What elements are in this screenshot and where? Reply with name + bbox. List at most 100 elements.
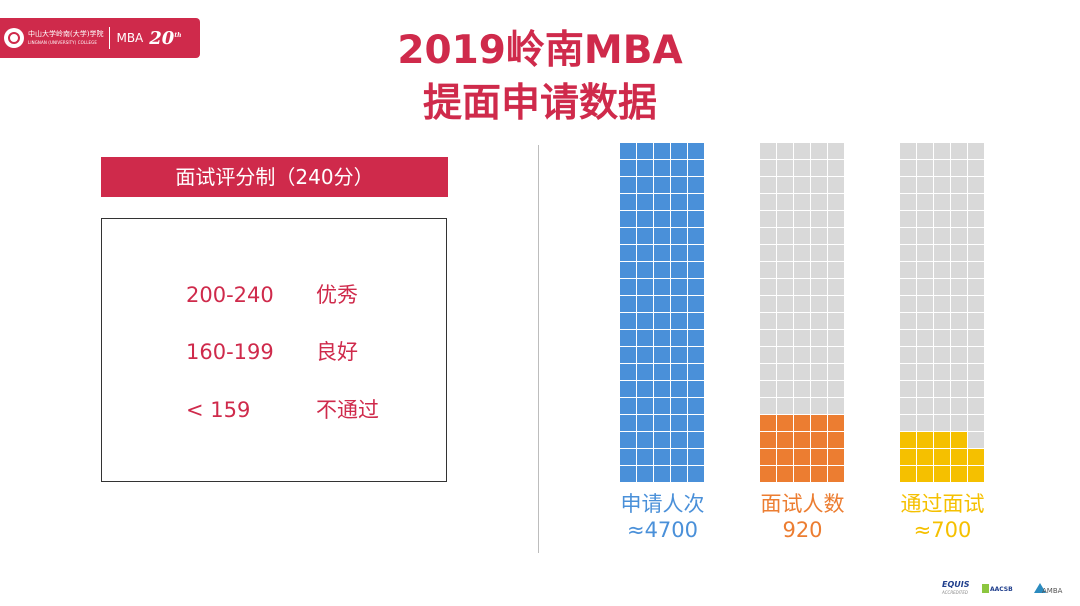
waffle-cell-filled bbox=[671, 364, 687, 380]
waffle-cell-empty bbox=[934, 296, 950, 312]
waffle-cell-empty bbox=[917, 211, 933, 227]
waffle-cell-empty bbox=[968, 160, 984, 176]
series-value-label: ≈4700 bbox=[627, 518, 698, 542]
waffle-cell-filled bbox=[637, 398, 653, 414]
waffle-cell-filled bbox=[654, 177, 670, 193]
waffle-cell-filled bbox=[671, 228, 687, 244]
series-label: 申请人次 bbox=[621, 492, 705, 516]
waffle-cell-empty bbox=[777, 279, 793, 295]
waffle-cell-filled bbox=[637, 432, 653, 448]
waffle-cell-empty bbox=[917, 330, 933, 346]
waffle-cell-empty bbox=[811, 330, 827, 346]
waffle-cell-filled bbox=[688, 449, 704, 465]
waffle-cell-empty bbox=[760, 211, 776, 227]
waffle-cell-empty bbox=[760, 160, 776, 176]
waffle-cell-filled bbox=[760, 466, 776, 482]
waffle-cell-empty bbox=[900, 296, 916, 312]
waffle-cell-empty bbox=[828, 330, 844, 346]
waffle-cell-filled bbox=[637, 279, 653, 295]
waffle-cell-filled bbox=[654, 415, 670, 431]
waffle-cell-filled bbox=[654, 364, 670, 380]
waffle-cell-empty bbox=[951, 143, 967, 159]
waffle-cell-filled bbox=[688, 228, 704, 244]
waffle-cell-filled bbox=[671, 211, 687, 227]
waffle-cell-filled bbox=[637, 177, 653, 193]
waffle-cell-filled bbox=[637, 381, 653, 397]
waffle-cell-empty bbox=[900, 398, 916, 414]
score-row: 160-199 良好 bbox=[186, 340, 358, 364]
waffle-cell-empty bbox=[811, 160, 827, 176]
waffle-cell-filled bbox=[620, 211, 636, 227]
waffle-cell-filled bbox=[654, 313, 670, 329]
waffle-cell-empty bbox=[951, 381, 967, 397]
waffle-cell-empty bbox=[811, 143, 827, 159]
waffle-cell-filled bbox=[620, 194, 636, 210]
waffle-cell-empty bbox=[777, 211, 793, 227]
waffle-cell-empty bbox=[811, 364, 827, 380]
waffle-cell-filled bbox=[828, 415, 844, 431]
waffle-cell-empty bbox=[900, 194, 916, 210]
waffle-cell-filled bbox=[671, 415, 687, 431]
waffle-cell-filled bbox=[637, 364, 653, 380]
waffle-cell-empty bbox=[794, 160, 810, 176]
waffle-cell-empty bbox=[900, 364, 916, 380]
waffle-cell-empty bbox=[934, 211, 950, 227]
waffle-cell-filled bbox=[637, 211, 653, 227]
waffle-cell-filled bbox=[637, 245, 653, 261]
waffle-cell-filled bbox=[688, 398, 704, 414]
vertical-divider bbox=[538, 145, 539, 553]
waffle-cell-filled bbox=[637, 194, 653, 210]
waffle-cell-empty bbox=[760, 262, 776, 278]
anniversary-suffix: th bbox=[174, 31, 182, 39]
waffle-cell-filled bbox=[900, 432, 916, 448]
waffle-cell-empty bbox=[777, 143, 793, 159]
waffle-cell-empty bbox=[777, 194, 793, 210]
waffle-cell-filled bbox=[917, 466, 933, 482]
waffle-cell-empty bbox=[760, 398, 776, 414]
waffle-cell-empty bbox=[934, 262, 950, 278]
waffle-cell-empty bbox=[917, 160, 933, 176]
waffle-cell-empty bbox=[934, 228, 950, 244]
waffle-cell-filled bbox=[900, 449, 916, 465]
waffle-cell-empty bbox=[951, 211, 967, 227]
waffle-cell-empty bbox=[760, 330, 776, 346]
waffle-cell-filled bbox=[811, 432, 827, 448]
waffle-cell-filled bbox=[620, 296, 636, 312]
waffle-cell-empty bbox=[968, 177, 984, 193]
score-row: < 159 不通过 bbox=[186, 398, 379, 422]
waffle-cell-filled bbox=[794, 466, 810, 482]
series-value-label: 920 bbox=[782, 518, 822, 542]
equis-sub: ACCREDITED bbox=[942, 590, 968, 595]
waffle-cell-filled bbox=[620, 279, 636, 295]
waffle-cell-empty bbox=[900, 160, 916, 176]
waffle-cell-empty bbox=[968, 381, 984, 397]
waffle-cell-empty bbox=[917, 398, 933, 414]
waffle-cell-filled bbox=[671, 381, 687, 397]
waffle-cell-filled bbox=[777, 432, 793, 448]
waffle-cell-filled bbox=[654, 449, 670, 465]
waffle-cell-filled bbox=[620, 415, 636, 431]
title-line-1: 2019岭南MBA bbox=[397, 28, 683, 73]
waffle-cell-filled bbox=[620, 143, 636, 159]
waffle-cell-filled bbox=[620, 228, 636, 244]
waffle-cell-filled bbox=[620, 313, 636, 329]
waffle-cell-empty bbox=[811, 279, 827, 295]
waffle-cell-empty bbox=[828, 279, 844, 295]
scoring-header: 面试评分制（240分） bbox=[101, 157, 448, 197]
waffle-cell-filled bbox=[620, 432, 636, 448]
waffle-cell-filled bbox=[811, 466, 827, 482]
waffle-cell-empty bbox=[828, 228, 844, 244]
waffle-cell-empty bbox=[934, 143, 950, 159]
logo-program: MBA bbox=[116, 31, 144, 45]
waffle-cell-filled bbox=[637, 466, 653, 482]
waffle-cell-empty bbox=[794, 228, 810, 244]
waffle-cell-filled bbox=[968, 466, 984, 482]
waffle-cell-filled bbox=[671, 262, 687, 278]
waffle-cell-filled bbox=[654, 398, 670, 414]
waffle-cell-empty bbox=[917, 279, 933, 295]
waffle-cell-empty bbox=[760, 245, 776, 261]
waffle-cell-empty bbox=[811, 296, 827, 312]
waffle-cell-empty bbox=[900, 245, 916, 261]
waffle-cell-filled bbox=[688, 279, 704, 295]
waffle-cell-filled bbox=[637, 347, 653, 363]
